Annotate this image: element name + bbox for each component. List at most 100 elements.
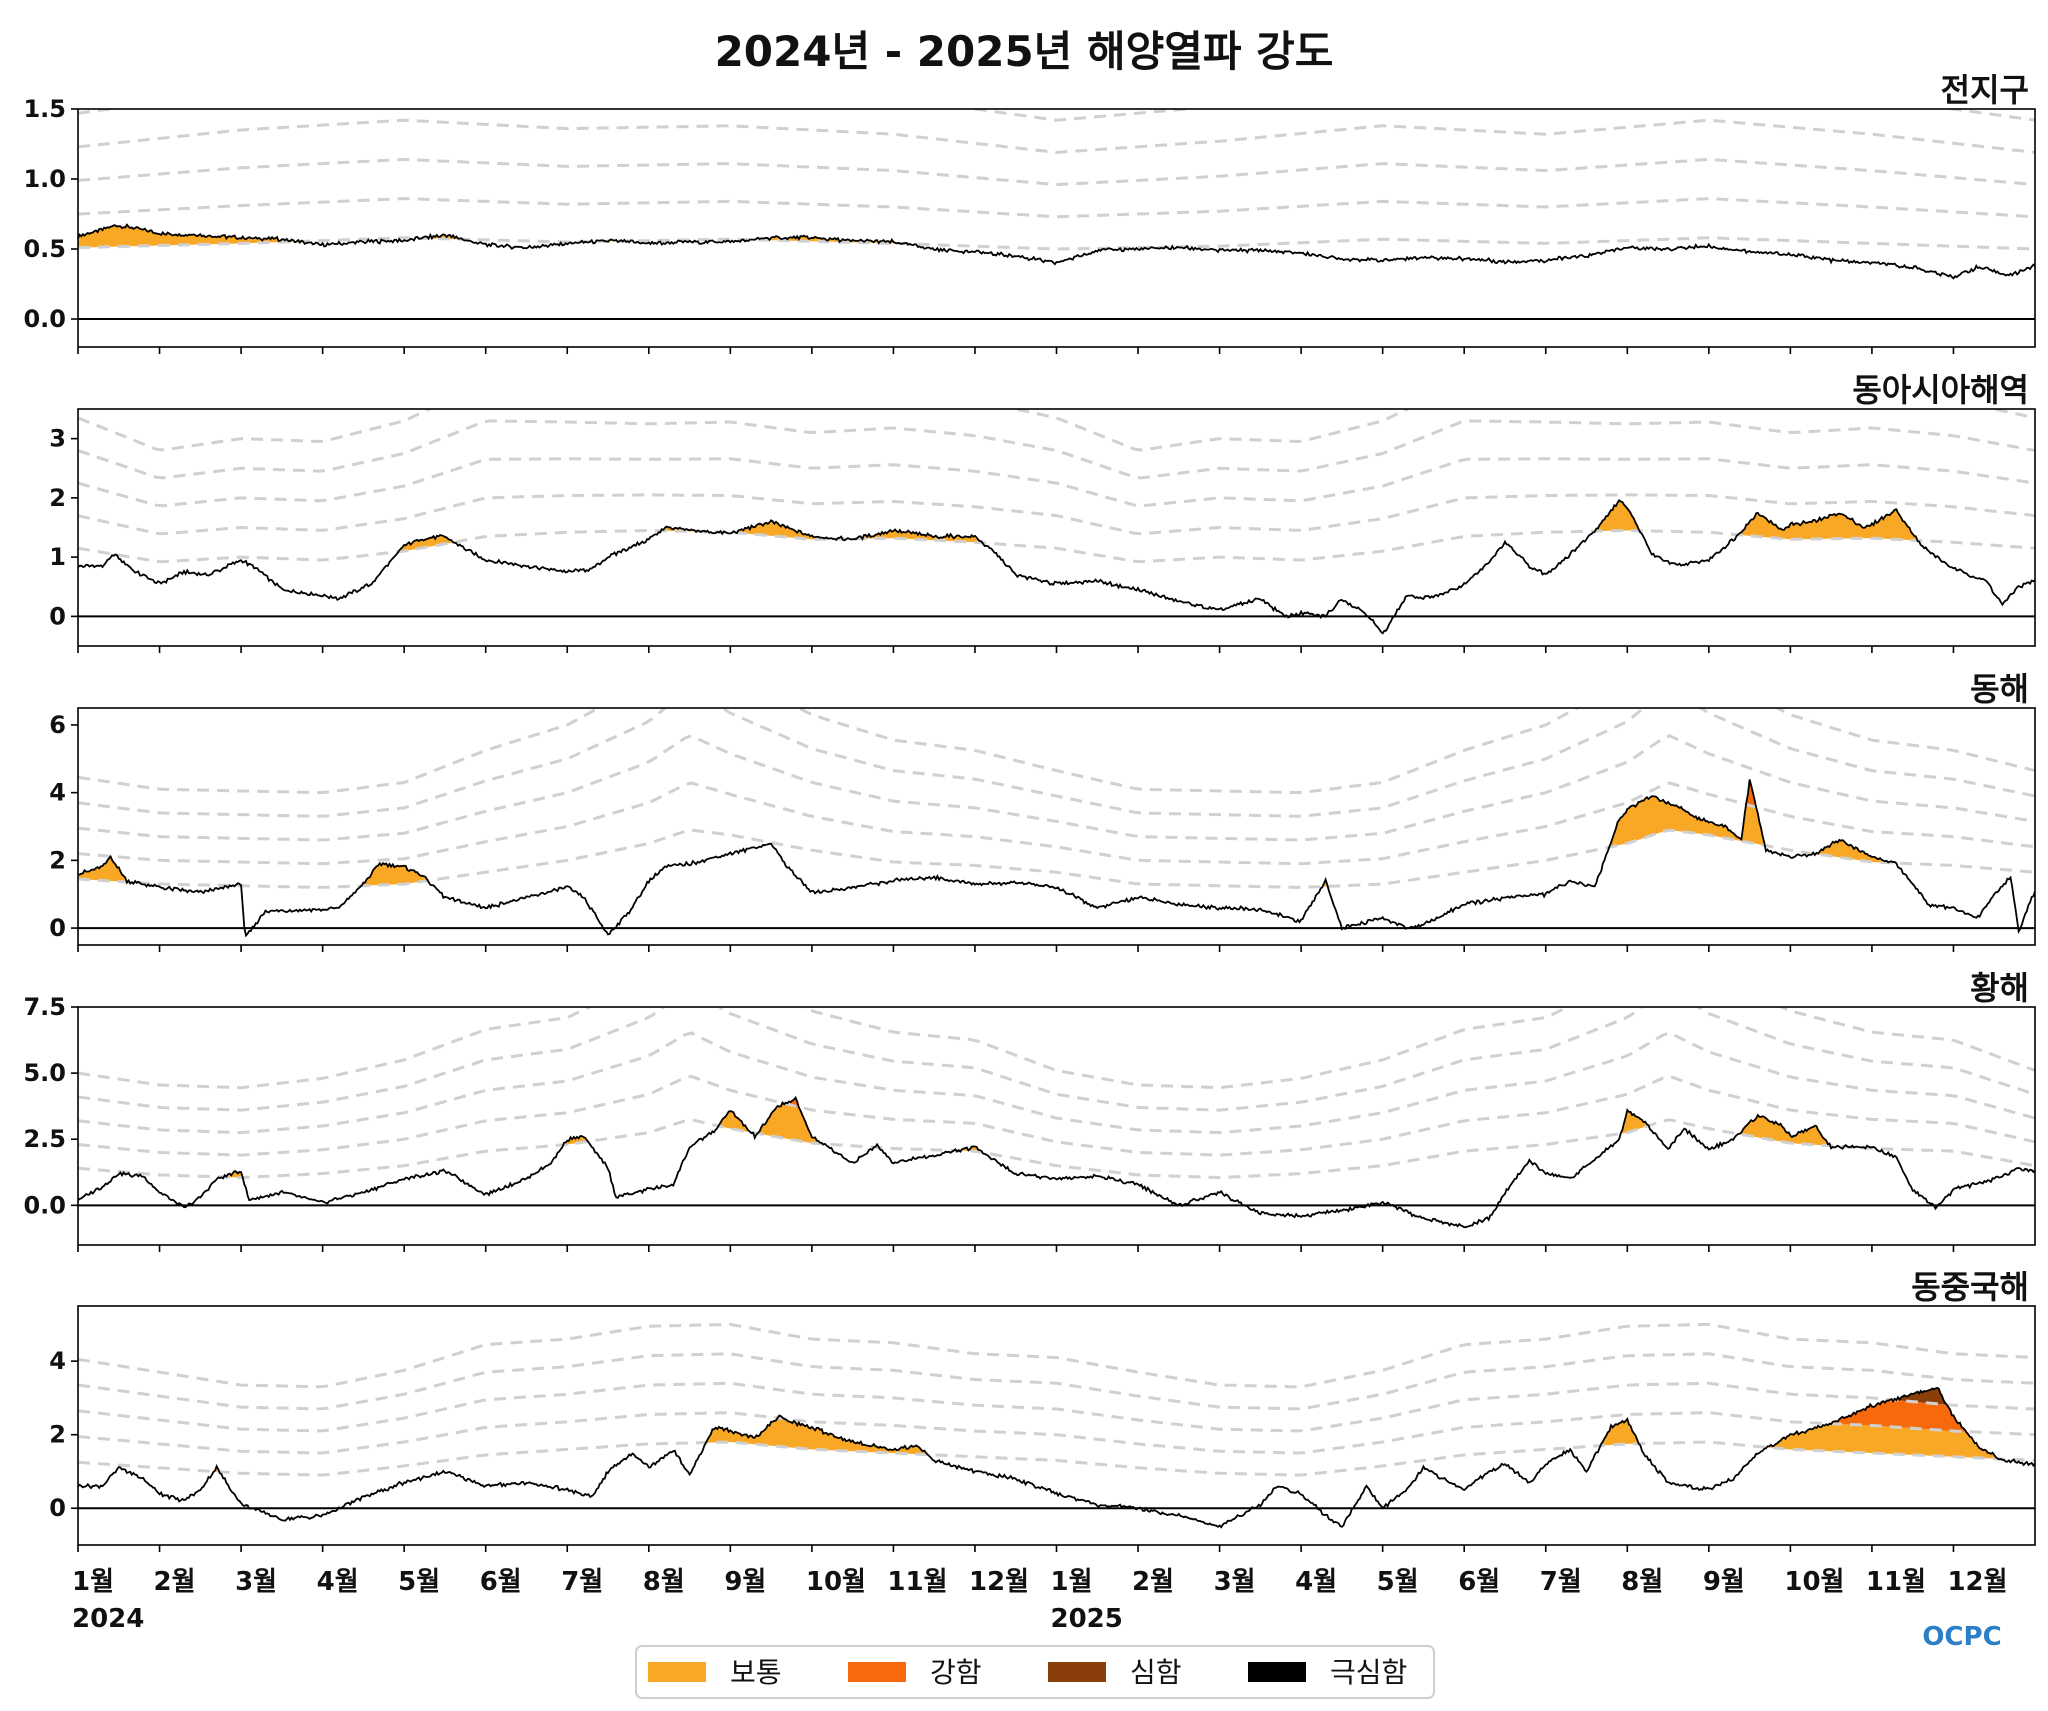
y-tick-label: 5.0 bbox=[23, 1059, 66, 1087]
threshold-line-3 bbox=[78, 734, 2035, 842]
panel-3: 0 2 4 6 동해 bbox=[49, 670, 2036, 952]
y-tick-label: 2 bbox=[49, 1421, 66, 1449]
y-tick-label: 4 bbox=[49, 779, 66, 807]
threshold-line-5 bbox=[78, 1322, 2035, 1389]
threshold-line-2 bbox=[78, 781, 2035, 866]
threshold-line-2 bbox=[78, 1074, 2035, 1157]
panel-plot-area bbox=[78, 708, 2035, 938]
threshold-line-3 bbox=[78, 457, 2035, 508]
legend-swatch bbox=[1248, 1662, 1306, 1682]
threshold-line-4 bbox=[78, 1352, 2035, 1411]
legend-swatch bbox=[648, 1662, 706, 1682]
legend-label: 심함 bbox=[1130, 1656, 1182, 1689]
panel-plot-area bbox=[78, 109, 2035, 320]
x-tick-label: 5월 bbox=[398, 1567, 440, 1597]
panel-4: 0.0 2.5 5.0 7.5 황해 bbox=[23, 969, 2036, 1252]
y-tick-label: 1.0 bbox=[23, 165, 66, 193]
y-tick-label: 0 bbox=[49, 1494, 66, 1522]
threshold-line-1 bbox=[78, 1118, 2035, 1180]
threshold-line-5 bbox=[78, 1007, 2035, 1090]
x-tick-label: 8월 bbox=[643, 1567, 685, 1597]
x-tick-label: 12월 bbox=[1947, 1567, 2007, 1597]
panel-plot-area bbox=[78, 1007, 2035, 1229]
y-tick-label: 2 bbox=[49, 846, 66, 874]
panel-title: 동중국해 bbox=[1911, 1268, 2029, 1306]
x-tick-label: 7월 bbox=[561, 1567, 603, 1597]
threshold-line-3 bbox=[78, 157, 2035, 187]
legend-label: 극심함 bbox=[1330, 1656, 1407, 1689]
logo-mark: OCPC bbox=[1922, 1622, 2001, 1652]
threshold-line-1 bbox=[78, 828, 2035, 889]
panel-frame bbox=[77, 108, 2036, 348]
x-tick-label: 6월 bbox=[1458, 1567, 1500, 1597]
threshold-line-4 bbox=[78, 1007, 2035, 1112]
x-axis-labels: 1월 2월 3월 4월 5월 6월 7월 8월 9월 10월 11월 12월 1월 2월 3월 4월 5월 6월 7… bbox=[72, 1567, 2008, 1634]
y-tick-label: 0.0 bbox=[23, 1191, 66, 1219]
observed-line bbox=[78, 223, 2035, 280]
x-tick-label: 6월 bbox=[480, 1567, 522, 1597]
y-tick-label: 2.5 bbox=[23, 1125, 66, 1153]
panel-2: 0 1 2 3 동아시아해역 bbox=[49, 371, 2036, 653]
figure-title: 2024년 - 2025년 해양열파 강도 bbox=[715, 27, 1334, 76]
x-tick-label: 10월 bbox=[1784, 1567, 1844, 1597]
panel-frame bbox=[77, 1006, 2036, 1246]
x-tick-label: 9월 bbox=[724, 1567, 766, 1597]
x-tick-label: 4월 bbox=[317, 1567, 359, 1597]
strong-fill bbox=[1746, 779, 1755, 807]
x-tick-label: 1월 bbox=[72, 1567, 114, 1597]
y-tick-label: 0.5 bbox=[23, 235, 66, 263]
x-tick-label: 9월 bbox=[1703, 1567, 1745, 1597]
observed-line bbox=[78, 1095, 2035, 1229]
moderate-fill bbox=[78, 796, 1895, 887]
moderate-fill bbox=[399, 500, 1916, 552]
year-label: 2024 bbox=[72, 1604, 144, 1634]
x-tick-label: 2월 bbox=[154, 1567, 196, 1597]
legend-label: 강함 bbox=[930, 1656, 982, 1689]
panel-frame bbox=[77, 408, 2036, 647]
x-tick-label: 7월 bbox=[1540, 1567, 1582, 1597]
y-tick-label: 1.5 bbox=[23, 95, 66, 123]
x-tick-label: 2월 bbox=[1132, 1567, 1174, 1597]
x-tick-label: 5월 bbox=[1377, 1567, 1419, 1597]
x-tick-label: 11월 bbox=[1866, 1567, 1926, 1597]
threshold-line-1 bbox=[78, 236, 2035, 251]
legend: 보통 강함 심함 극심함 bbox=[635, 1645, 1435, 1699]
threshold-line-5 bbox=[78, 708, 2035, 795]
x-tick-label: 1월 bbox=[1051, 1567, 1093, 1597]
y-tick-label: 0 bbox=[49, 914, 66, 942]
panel-5: 0 2 4 동중국해 bbox=[49, 1268, 2036, 1552]
legend-label: 보통 bbox=[730, 1656, 782, 1689]
legend-box bbox=[635, 1645, 1435, 1699]
y-tick-label: 0 bbox=[49, 602, 66, 630]
threshold-line-2 bbox=[78, 197, 2035, 219]
x-tick-label: 4월 bbox=[1295, 1567, 1337, 1597]
x-tick-label: 3월 bbox=[1214, 1567, 1256, 1597]
x-tick-label: 8월 bbox=[1621, 1567, 1663, 1597]
threshold-line-1 bbox=[78, 1440, 2035, 1477]
panel-plot-area bbox=[78, 409, 2035, 635]
panel-frame bbox=[77, 707, 2036, 946]
threshold-line-5 bbox=[78, 409, 2035, 452]
threshold-line-3 bbox=[78, 1381, 2035, 1433]
x-tick-label: 10월 bbox=[806, 1567, 866, 1597]
threshold-line-2 bbox=[78, 1411, 2035, 1455]
y-tick-label: 6 bbox=[49, 711, 66, 739]
year-label: 2025 bbox=[1051, 1604, 1123, 1634]
observed-line bbox=[78, 1386, 2035, 1529]
y-tick-label: 1 bbox=[49, 543, 66, 571]
threshold-line-4 bbox=[78, 118, 2035, 154]
y-tick-label: 0.0 bbox=[23, 305, 66, 333]
x-tick-label: 11월 bbox=[887, 1567, 947, 1597]
panel-title: 황해 bbox=[1970, 969, 2029, 1007]
panel-plot-area bbox=[78, 1322, 2035, 1529]
panels: 0.0 0.5 1.0 1.5 전지구 0 1 2 3 동아시아해역 0 2 4 6 동해 0.0 2.5 5.0… bbox=[23, 71, 2036, 1552]
y-tick-label: 7.5 bbox=[23, 993, 66, 1021]
threshold-line-5 bbox=[78, 109, 2035, 122]
observed-line bbox=[78, 498, 2035, 635]
x-tick-label: 3월 bbox=[235, 1567, 277, 1597]
threshold-line-4 bbox=[78, 708, 2035, 818]
threshold-line-2 bbox=[78, 493, 2035, 536]
panel-title: 동해 bbox=[1970, 670, 2029, 708]
